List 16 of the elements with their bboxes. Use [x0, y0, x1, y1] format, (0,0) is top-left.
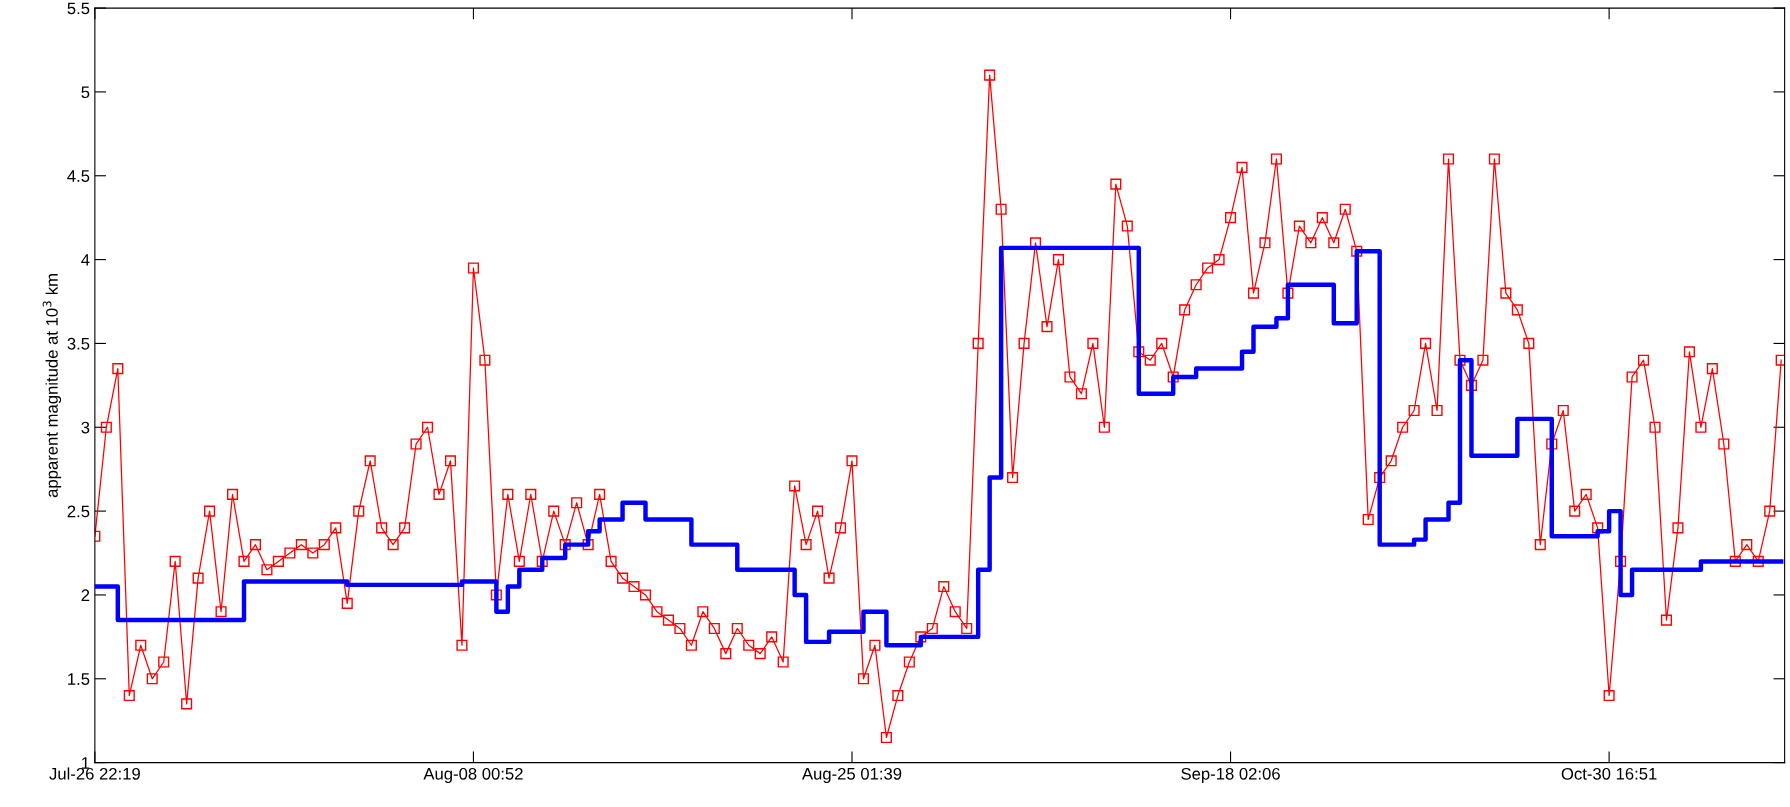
x-tick-label: Oct-30 16:51 — [1561, 767, 1657, 780]
y-tick-label: 1.5 — [68, 673, 90, 685]
y-tick-label: 5 — [81, 86, 90, 99]
x-tick-label: Aug-08 00:52 — [423, 767, 523, 784]
y-tick-label: 1 — [82, 757, 90, 769]
y-tick-label: 2.5 — [67, 505, 90, 518]
y-tick-label: 2 — [81, 589, 90, 601]
y-tick-label: 5.5 — [67, 2, 90, 15]
x-tick-label: Aug-25 01:39 — [801, 767, 902, 784]
y-tick-label: 4.5 — [67, 170, 90, 182]
y-tick-label: 4 — [81, 254, 90, 266]
y-tick-label: 3.5 — [67, 337, 90, 350]
y-tick-label: 3 — [81, 421, 90, 434]
x-tick-label: Sep-18 02:06 — [1181, 767, 1280, 784]
y-axis-title: apparent magnitude at 10$^{3}$ km — [42, 274, 62, 498]
x-tick-label: Jul-26 22:19 — [49, 767, 140, 780]
